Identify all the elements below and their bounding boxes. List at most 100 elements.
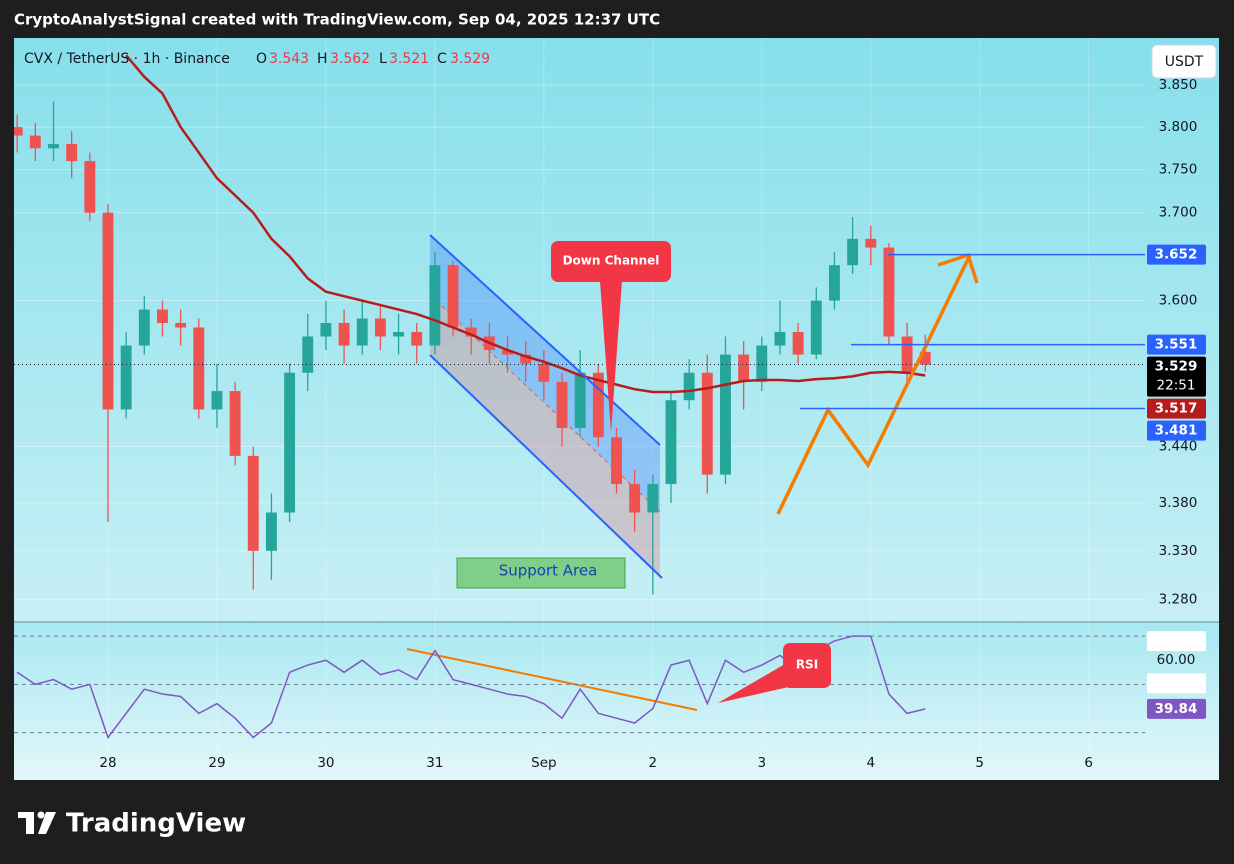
candle-body: [828, 265, 840, 301]
channel-lower-fill: [430, 295, 660, 578]
x-tick-label: 2: [649, 755, 658, 771]
candle-body: [393, 331, 405, 337]
support-area-label: Support Area: [499, 562, 598, 580]
logo-shape: [26, 812, 34, 834]
candle-body: [883, 247, 895, 337]
price-label: 3.529: [1155, 359, 1198, 375]
candle-body: [29, 135, 41, 149]
candle-body: [84, 161, 96, 213]
ohlc-value: 3.521: [389, 51, 429, 67]
ohlc-key: H: [317, 51, 328, 67]
candle-body: [66, 144, 78, 162]
ohlc-value: 3.529: [450, 51, 490, 67]
candle-body: [211, 391, 223, 410]
logo-shape: [37, 811, 45, 819]
candle-body: [592, 372, 604, 438]
candle-body: [720, 354, 731, 475]
candle-body: [356, 318, 368, 346]
candle-body: [901, 336, 913, 373]
candle-body: [193, 327, 205, 410]
y-tick-label: 3.750: [1159, 162, 1198, 178]
footer-brand: TradingView: [66, 809, 246, 839]
candle-body: [665, 400, 677, 485]
ohlc-value: 3.562: [330, 51, 370, 67]
x-tick-label: 4: [866, 755, 875, 771]
candle-body: [792, 331, 804, 355]
ohlc-key: C: [437, 51, 447, 67]
candle-body: [774, 331, 786, 346]
candle-body: [120, 345, 132, 410]
candle-body: [865, 238, 877, 248]
x-tick-label: 30: [317, 755, 334, 771]
callout-pointer: [600, 281, 622, 432]
candle-body: [338, 322, 350, 346]
logo-shape: [38, 812, 56, 834]
candle-body: [756, 345, 768, 382]
currency-button[interactable]: [1151, 44, 1217, 79]
rsi-note: RSI: [796, 658, 818, 672]
candle-body: [102, 212, 114, 410]
ohlc-key: O: [256, 51, 267, 67]
candle-body: [847, 238, 859, 266]
y-tick-label: 3.700: [1159, 205, 1198, 221]
y-tick-label: 3.600: [1159, 293, 1198, 309]
moving-average: [125, 54, 926, 394]
currency-label[interactable]: USDT: [1165, 54, 1204, 70]
candle-body: [629, 484, 641, 513]
channel-lower: [429, 354, 663, 579]
rsi-level-box: [1147, 631, 1206, 652]
candle-body: [138, 309, 150, 346]
candle-body: [502, 350, 513, 355]
candle-body: [157, 309, 168, 323]
y-tick-label: 3.850: [1159, 77, 1198, 93]
candle-body: [538, 363, 550, 382]
candle-body: [175, 322, 187, 328]
price-label-box: [1147, 420, 1206, 441]
rsi-level-label: 60.00: [1157, 652, 1196, 668]
price-label: 3.517: [1155, 401, 1198, 417]
price-label-box: [1147, 334, 1206, 355]
header: CryptoAnalystSignal created with Trading…: [14, 11, 660, 29]
x-tick-label: 5: [975, 755, 984, 771]
ohlc-value: 3.543: [269, 51, 309, 67]
support-area: [456, 557, 626, 589]
candle-body: [611, 437, 622, 485]
y-tick-label: 3.380: [1159, 495, 1198, 511]
price-label-box: [1147, 398, 1206, 419]
x-tick-label: 28: [99, 755, 116, 771]
price-label-box: [1147, 244, 1206, 265]
candle-body: [447, 265, 459, 328]
candle-body: [302, 336, 314, 373]
candle-body: [14, 127, 23, 136]
y-tick-label: 3.280: [1159, 591, 1198, 607]
candle-body: [520, 354, 532, 364]
price-label-box: [1147, 356, 1206, 397]
price-label: 3.652: [1155, 247, 1198, 263]
candle-body: [810, 300, 822, 355]
y-tick-label: 3.800: [1159, 119, 1198, 135]
candle-body: [429, 265, 441, 346]
down-channel-label: Down Channel: [563, 254, 660, 268]
candle-body: [574, 372, 586, 428]
rsi-value-label: 39.84: [1155, 701, 1198, 717]
candle-body: [411, 331, 423, 346]
price-label: 3.481: [1155, 423, 1198, 439]
candle-body: [48, 144, 59, 149]
rsi-value-box: [1147, 698, 1206, 719]
candle-body: [265, 512, 277, 551]
candle-body: [465, 327, 477, 337]
y-tick-label: 3.440: [1159, 439, 1198, 455]
x-tick-label: 3: [757, 755, 766, 771]
candle-body: [919, 351, 931, 365]
rsi-callout-pointer: [718, 664, 802, 703]
x-tick-label: 6: [1084, 755, 1093, 771]
x-tick-label: 29: [208, 755, 225, 771]
candle-body: [229, 391, 241, 456]
rsi-level-box: [1147, 673, 1206, 694]
x-tick-label: Sep: [531, 755, 556, 771]
symbol-title: CVX / TetherUS · 1h · Binance: [24, 51, 230, 67]
candle-body: [374, 318, 386, 337]
candle-body: [556, 381, 568, 428]
candle-body: [247, 455, 259, 551]
